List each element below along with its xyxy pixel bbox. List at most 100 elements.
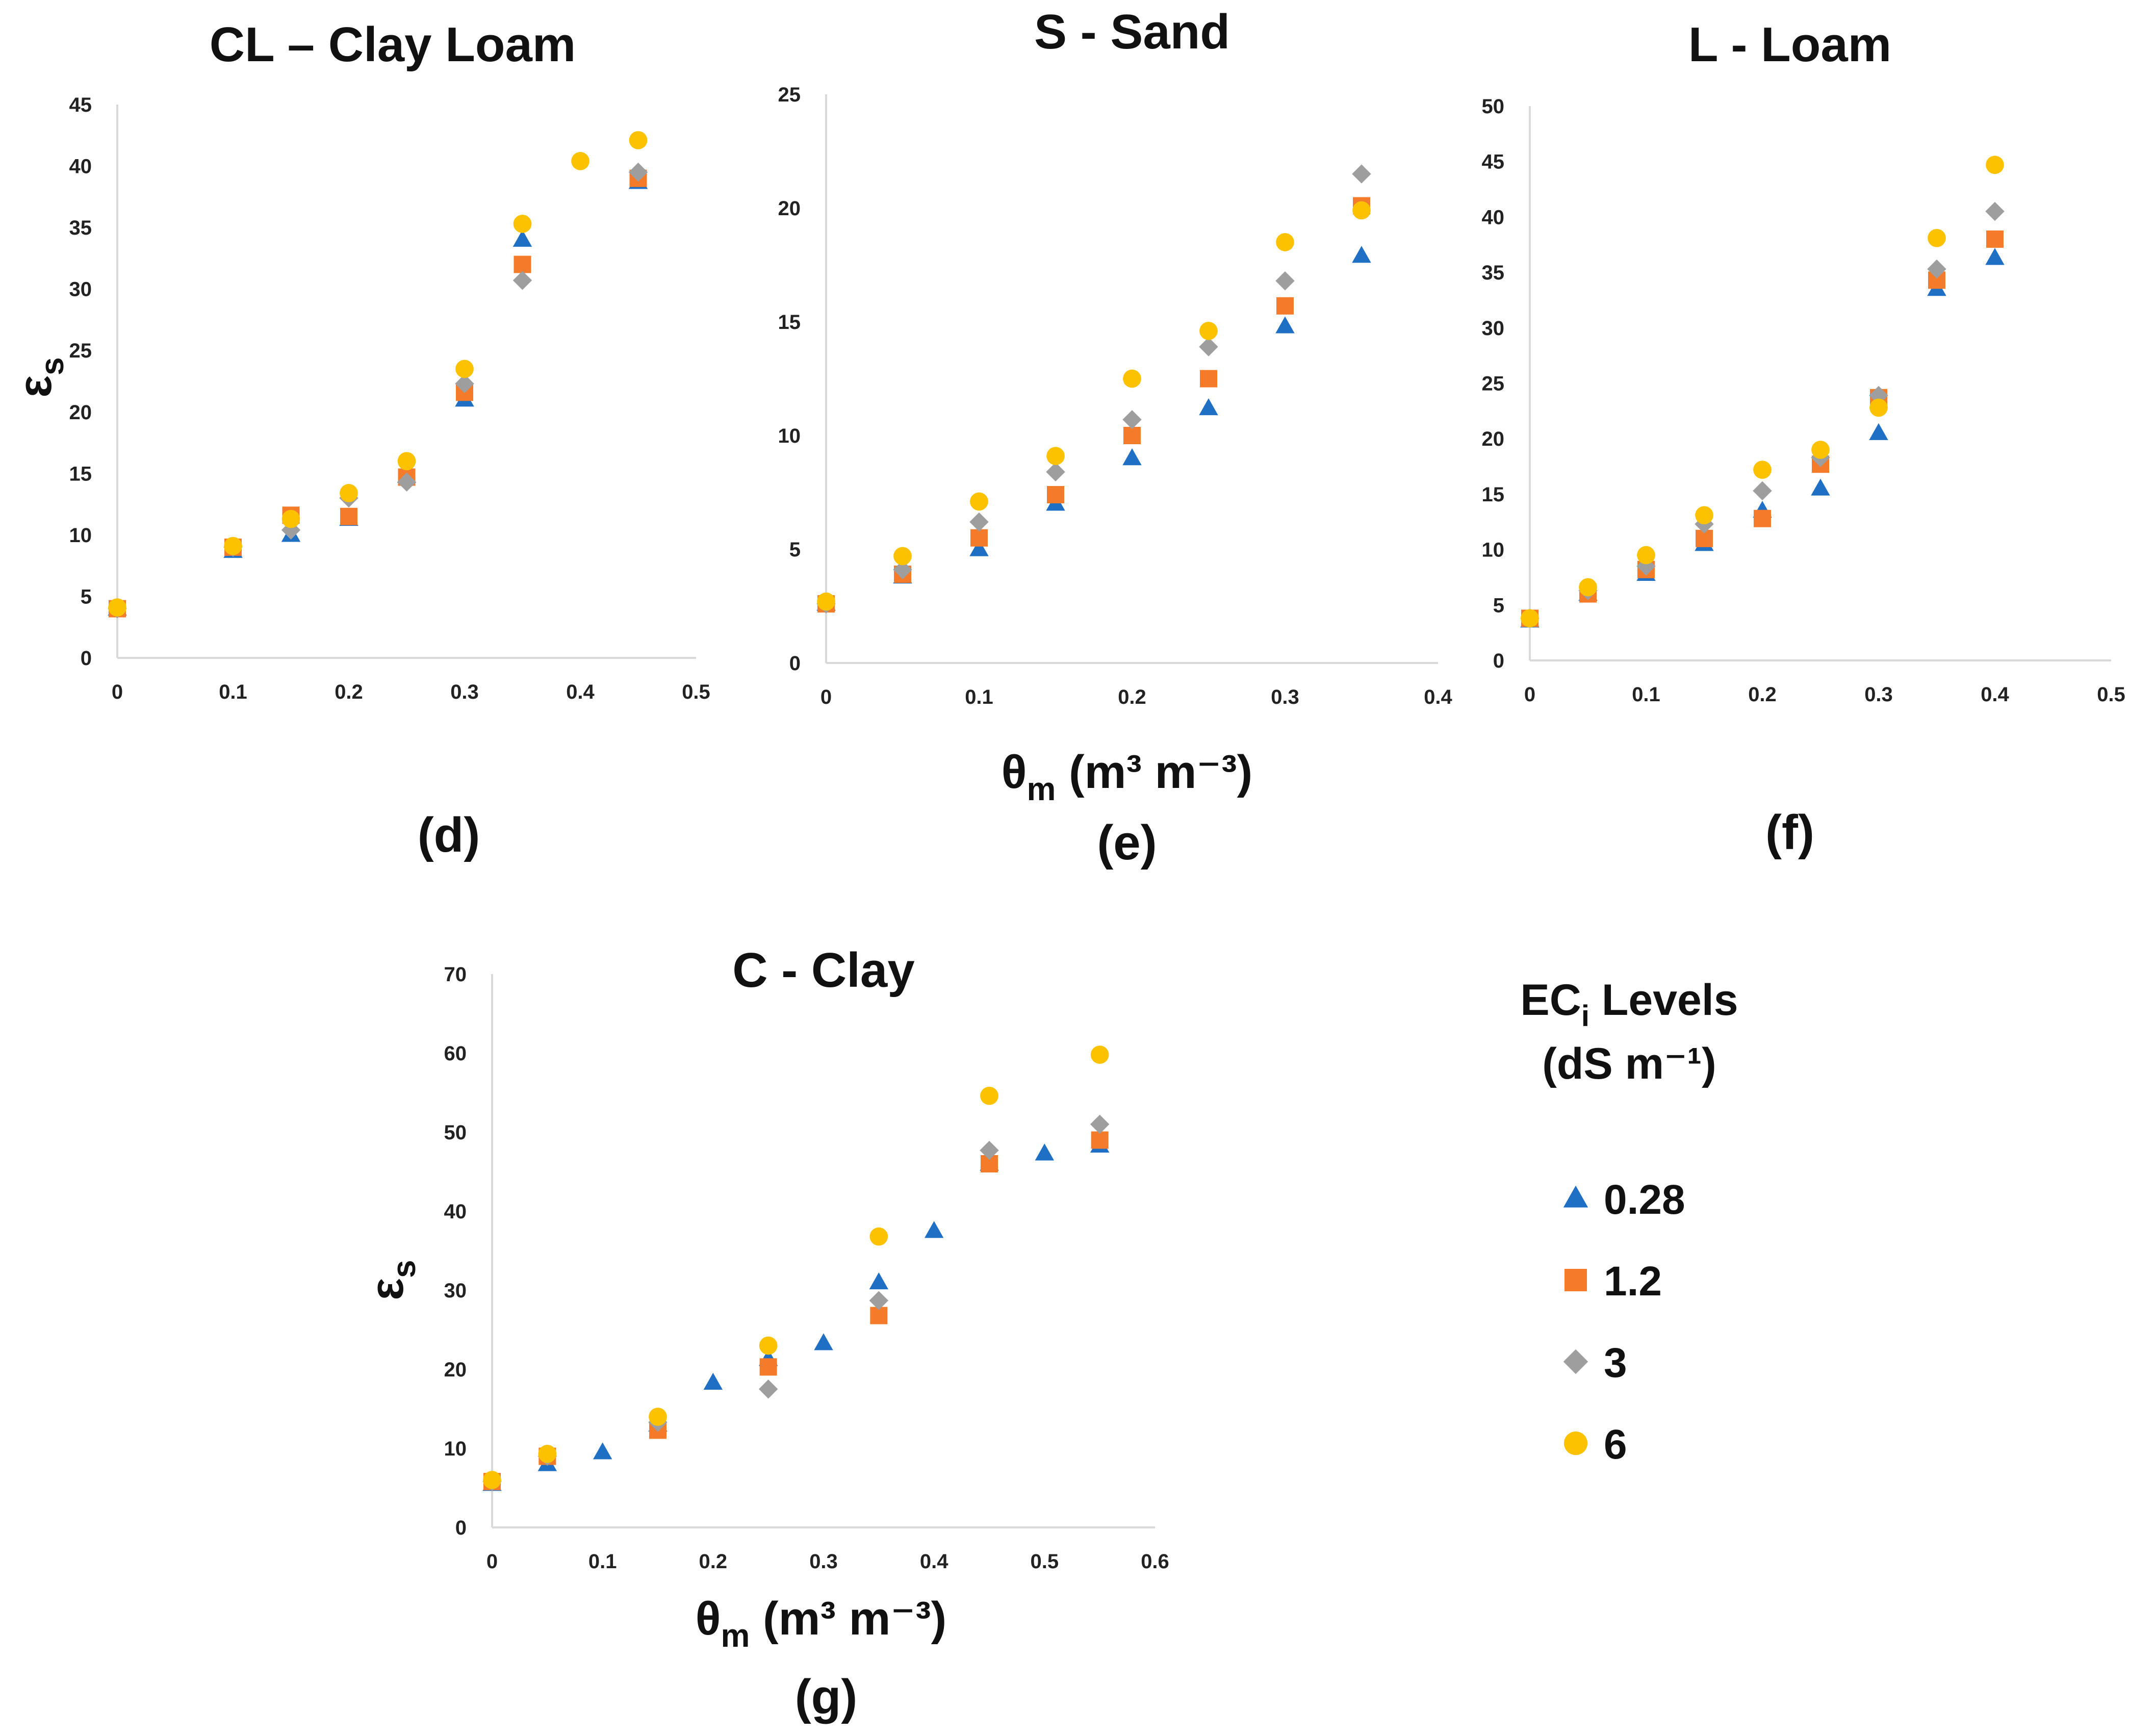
x-tick-label-f: 0.3 [1864, 683, 1893, 706]
y-tick-label-g: 70 [444, 963, 467, 986]
data-point-e [1200, 370, 1217, 388]
x-tick-label-e: 0.2 [1118, 686, 1146, 708]
data-point-e [1276, 233, 1294, 251]
data-point-e [1046, 447, 1065, 465]
x-tick-label-d: 0.1 [219, 681, 247, 703]
data-point-g [538, 1445, 557, 1463]
data-point-g [759, 1336, 778, 1355]
data-point-f [1753, 481, 1772, 501]
data-point-d [514, 256, 531, 273]
x-tick-label-d: 0.2 [335, 681, 363, 703]
x-tick-label-g: 0.3 [809, 1550, 838, 1573]
data-point-f [1869, 398, 1888, 417]
legend-marker-triangle [1563, 1185, 1588, 1208]
data-point-f [1986, 230, 2004, 248]
data-point-e [1123, 427, 1141, 444]
data-point-d [340, 484, 358, 502]
data-point-e [893, 560, 912, 579]
y-tick-label-e: 10 [778, 425, 801, 447]
y-tick-label-d: 30 [69, 278, 92, 301]
panel-label-e: (e) [1097, 815, 1157, 870]
y-tick-label-e: 5 [789, 539, 801, 561]
data-point-g [649, 1408, 667, 1426]
data-point-g [759, 1358, 777, 1376]
data-point-e [1199, 321, 1218, 340]
x-tick-label-f: 0 [1524, 683, 1535, 706]
data-point-d [512, 271, 532, 290]
series-f-3 [1520, 201, 2005, 628]
x-tick-label-g: 0.5 [1031, 1550, 1059, 1573]
panel-label-f: (f) [1765, 805, 1814, 860]
y-tick-label-e: 20 [778, 197, 801, 220]
data-point-e [969, 539, 989, 556]
legend-item-1.2: 1.2 [1564, 1258, 1662, 1305]
panel-label-d: (d) [418, 808, 480, 862]
data-point-f [1753, 461, 1772, 479]
data-point-g [980, 1140, 999, 1160]
data-point-e [1199, 337, 1218, 356]
data-point-d [281, 509, 300, 528]
x-tick-label-d: 0.3 [450, 681, 479, 703]
data-point-e [817, 592, 835, 611]
data-point-g [869, 1227, 888, 1246]
data-point-g [869, 1291, 889, 1310]
legend: ECi Levels (dS m⁻¹) 0.28 1.2 3 6 [1520, 976, 1738, 1468]
data-point-f [1869, 386, 1888, 405]
data-point-g [1035, 1143, 1055, 1161]
data-point-g [703, 1372, 723, 1390]
data-point-d [629, 131, 648, 149]
legend-items: 0.28 1.2 3 6 [1563, 1177, 1685, 1468]
y-tick-label-g: 40 [444, 1201, 467, 1223]
data-point-e [1123, 369, 1141, 388]
y-tick-label-d: 45 [69, 94, 92, 116]
data-point-g [1090, 1114, 1110, 1134]
data-point-f [1928, 228, 1946, 247]
x-tick-label-f: 0.1 [1632, 683, 1660, 706]
x-tick-label-g: 0.2 [699, 1550, 728, 1573]
y-tick-label-f: 40 [1482, 206, 1505, 228]
data-point-f [1579, 578, 1597, 597]
y-tick-label-g: 50 [444, 1121, 467, 1144]
data-point-g [924, 1221, 944, 1238]
x-tick-label-g: 0 [486, 1550, 498, 1573]
data-point-e [1352, 201, 1371, 220]
legend-marker-square [1564, 1269, 1587, 1291]
data-point-e [1047, 486, 1064, 503]
legend-item-6: 6 [1563, 1421, 1627, 1468]
series-g-0.28 [482, 1135, 1110, 1491]
data-point-f [1636, 556, 1656, 576]
data-point-e [970, 529, 988, 547]
x-tick-label-f: 0.5 [2097, 683, 2125, 706]
y-tick-label-f: 15 [1482, 483, 1505, 506]
data-point-f [1521, 609, 1539, 628]
data-point-d [571, 152, 589, 170]
data-point-f [1985, 201, 2005, 221]
y-tick-label-f: 35 [1482, 262, 1505, 284]
data-point-e [893, 547, 912, 566]
data-point-e [1275, 316, 1295, 334]
x-tick-label-d: 0.4 [566, 681, 595, 703]
legend-label: 6 [1604, 1421, 1627, 1468]
data-point-d [628, 162, 648, 182]
data-point-e [1122, 448, 1142, 466]
series-f-6 [1521, 156, 2004, 628]
data-point-f [1811, 441, 1830, 459]
y-axis-label-d: εs [9, 357, 70, 397]
series-d-1.2 [109, 169, 647, 618]
x-tick-label-d: 0 [112, 681, 123, 703]
data-point-e [1276, 297, 1294, 315]
y-tick-label-f: 25 [1482, 373, 1505, 395]
data-point-e [1352, 164, 1371, 184]
chart-title-g: C - Clay [732, 943, 914, 998]
data-point-d [513, 215, 532, 233]
y-tick-label-e: 15 [778, 311, 801, 334]
data-point-e [1122, 410, 1142, 429]
y-axis-label-g: εs [361, 1260, 422, 1300]
chart-title-e: S - Sand [1034, 5, 1230, 59]
series-d-0.28 [108, 172, 648, 616]
y-tick-label-f: 50 [1482, 95, 1505, 118]
data-point-f [1927, 259, 1946, 279]
x-tick-label-g: 0.6 [1141, 1550, 1169, 1573]
